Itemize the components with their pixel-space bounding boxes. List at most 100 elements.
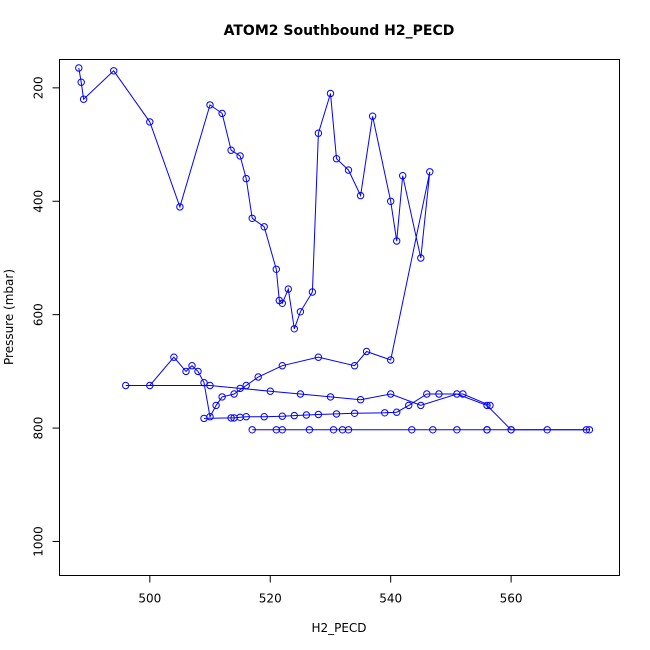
- y-tick-label: 600: [32, 303, 46, 326]
- data-point: [483, 401, 491, 410]
- data-point: [368, 112, 377, 120]
- x-tick-label: 520: [259, 592, 282, 606]
- data-point: [417, 254, 425, 262]
- data-point: [296, 390, 305, 398]
- x-tick-label: 500: [138, 592, 161, 606]
- data-point: [393, 237, 401, 245]
- data-point: [459, 390, 467, 398]
- data-point: [77, 78, 85, 86]
- data-point: [507, 426, 515, 434]
- data-point: [296, 308, 305, 316]
- series-line: [78, 67, 590, 431]
- data-point: [146, 118, 154, 126]
- data-point: [194, 367, 202, 376]
- data-point: [278, 299, 286, 307]
- data-point: [417, 401, 425, 410]
- data-point: [399, 172, 407, 180]
- data-point: [146, 381, 154, 390]
- data-point: [329, 426, 338, 434]
- data-point: [350, 409, 359, 417]
- data-point: [332, 410, 341, 418]
- plot-frame: [59, 59, 620, 576]
- data-point: [314, 410, 323, 419]
- data-point: [170, 353, 178, 361]
- data-point: [429, 426, 437, 434]
- x-tick-label: 540: [379, 592, 402, 606]
- data-point: [387, 197, 395, 206]
- data-point: [393, 408, 401, 416]
- data-point: [305, 426, 314, 434]
- data-point: [302, 411, 311, 419]
- data-point: [122, 381, 130, 390]
- data-point: [326, 393, 335, 401]
- data-point: [266, 387, 274, 395]
- data-point: [344, 426, 353, 434]
- chart-title: ATOM2 Southbound H2_PECD: [224, 23, 455, 39]
- data-point: [362, 347, 371, 356]
- data-point: [248, 426, 256, 434]
- data-point: [254, 373, 262, 381]
- data-point: [242, 381, 250, 390]
- data-point: [290, 325, 298, 333]
- data-point: [218, 393, 226, 401]
- x-axis: 500 520 540 560: [138, 575, 523, 606]
- data-point: [242, 413, 250, 421]
- data-point: [227, 414, 235, 422]
- data-point: [290, 411, 298, 420]
- y-axis: 200 400 600 800 1000: [32, 76, 60, 557]
- data-point: [483, 426, 491, 434]
- y-tick-label: 1000: [32, 526, 46, 557]
- data-point: [176, 203, 184, 211]
- data-point: [260, 223, 268, 231]
- x-tick-label: 560: [500, 592, 523, 606]
- data-point: [356, 396, 365, 404]
- data-point: [260, 413, 268, 421]
- data-point: [426, 168, 434, 176]
- data-point: [227, 146, 235, 154]
- data-point: [314, 353, 323, 361]
- plot-area: [75, 64, 594, 434]
- data-point: [453, 426, 461, 434]
- series-line: [203, 393, 491, 419]
- data-point: [284, 285, 292, 293]
- data-point: [350, 362, 359, 370]
- data-point: [242, 174, 250, 183]
- data-point: [79, 95, 88, 103]
- data-point: [200, 414, 208, 423]
- data-point: [278, 362, 286, 370]
- y-tick-label: 200: [32, 76, 46, 99]
- y-axis-label: Pressure (mbar): [2, 269, 16, 365]
- x-axis-label: H2_PECD: [311, 621, 366, 635]
- data-point: [582, 426, 591, 434]
- data-point: [212, 401, 220, 410]
- data-point: [110, 67, 118, 75]
- data-point: [387, 356, 395, 364]
- data-point: [332, 155, 341, 163]
- data-point: [75, 64, 83, 72]
- data-point: [435, 390, 443, 398]
- data-point: [486, 401, 494, 410]
- data-point: [308, 288, 317, 296]
- data-point: [387, 390, 395, 398]
- data-point: [278, 426, 286, 434]
- data-point: [206, 381, 214, 390]
- data-point: [230, 390, 238, 398]
- data-point: [356, 191, 365, 200]
- data-point: [326, 89, 335, 98]
- data-point: [423, 390, 431, 398]
- data-point: [314, 129, 323, 137]
- data-point: [236, 152, 244, 160]
- y-tick-label: 400: [32, 190, 46, 213]
- data-point: [188, 362, 196, 370]
- data-point: [381, 409, 389, 417]
- data-point: [408, 426, 416, 434]
- data-point: [236, 384, 244, 393]
- data-point: [278, 412, 286, 420]
- data-point: [182, 367, 190, 376]
- data-point: [206, 101, 214, 109]
- y-tick-label: 800: [32, 417, 46, 440]
- data-point: [248, 214, 256, 223]
- data-point: [218, 109, 226, 118]
- data-point: [344, 166, 353, 174]
